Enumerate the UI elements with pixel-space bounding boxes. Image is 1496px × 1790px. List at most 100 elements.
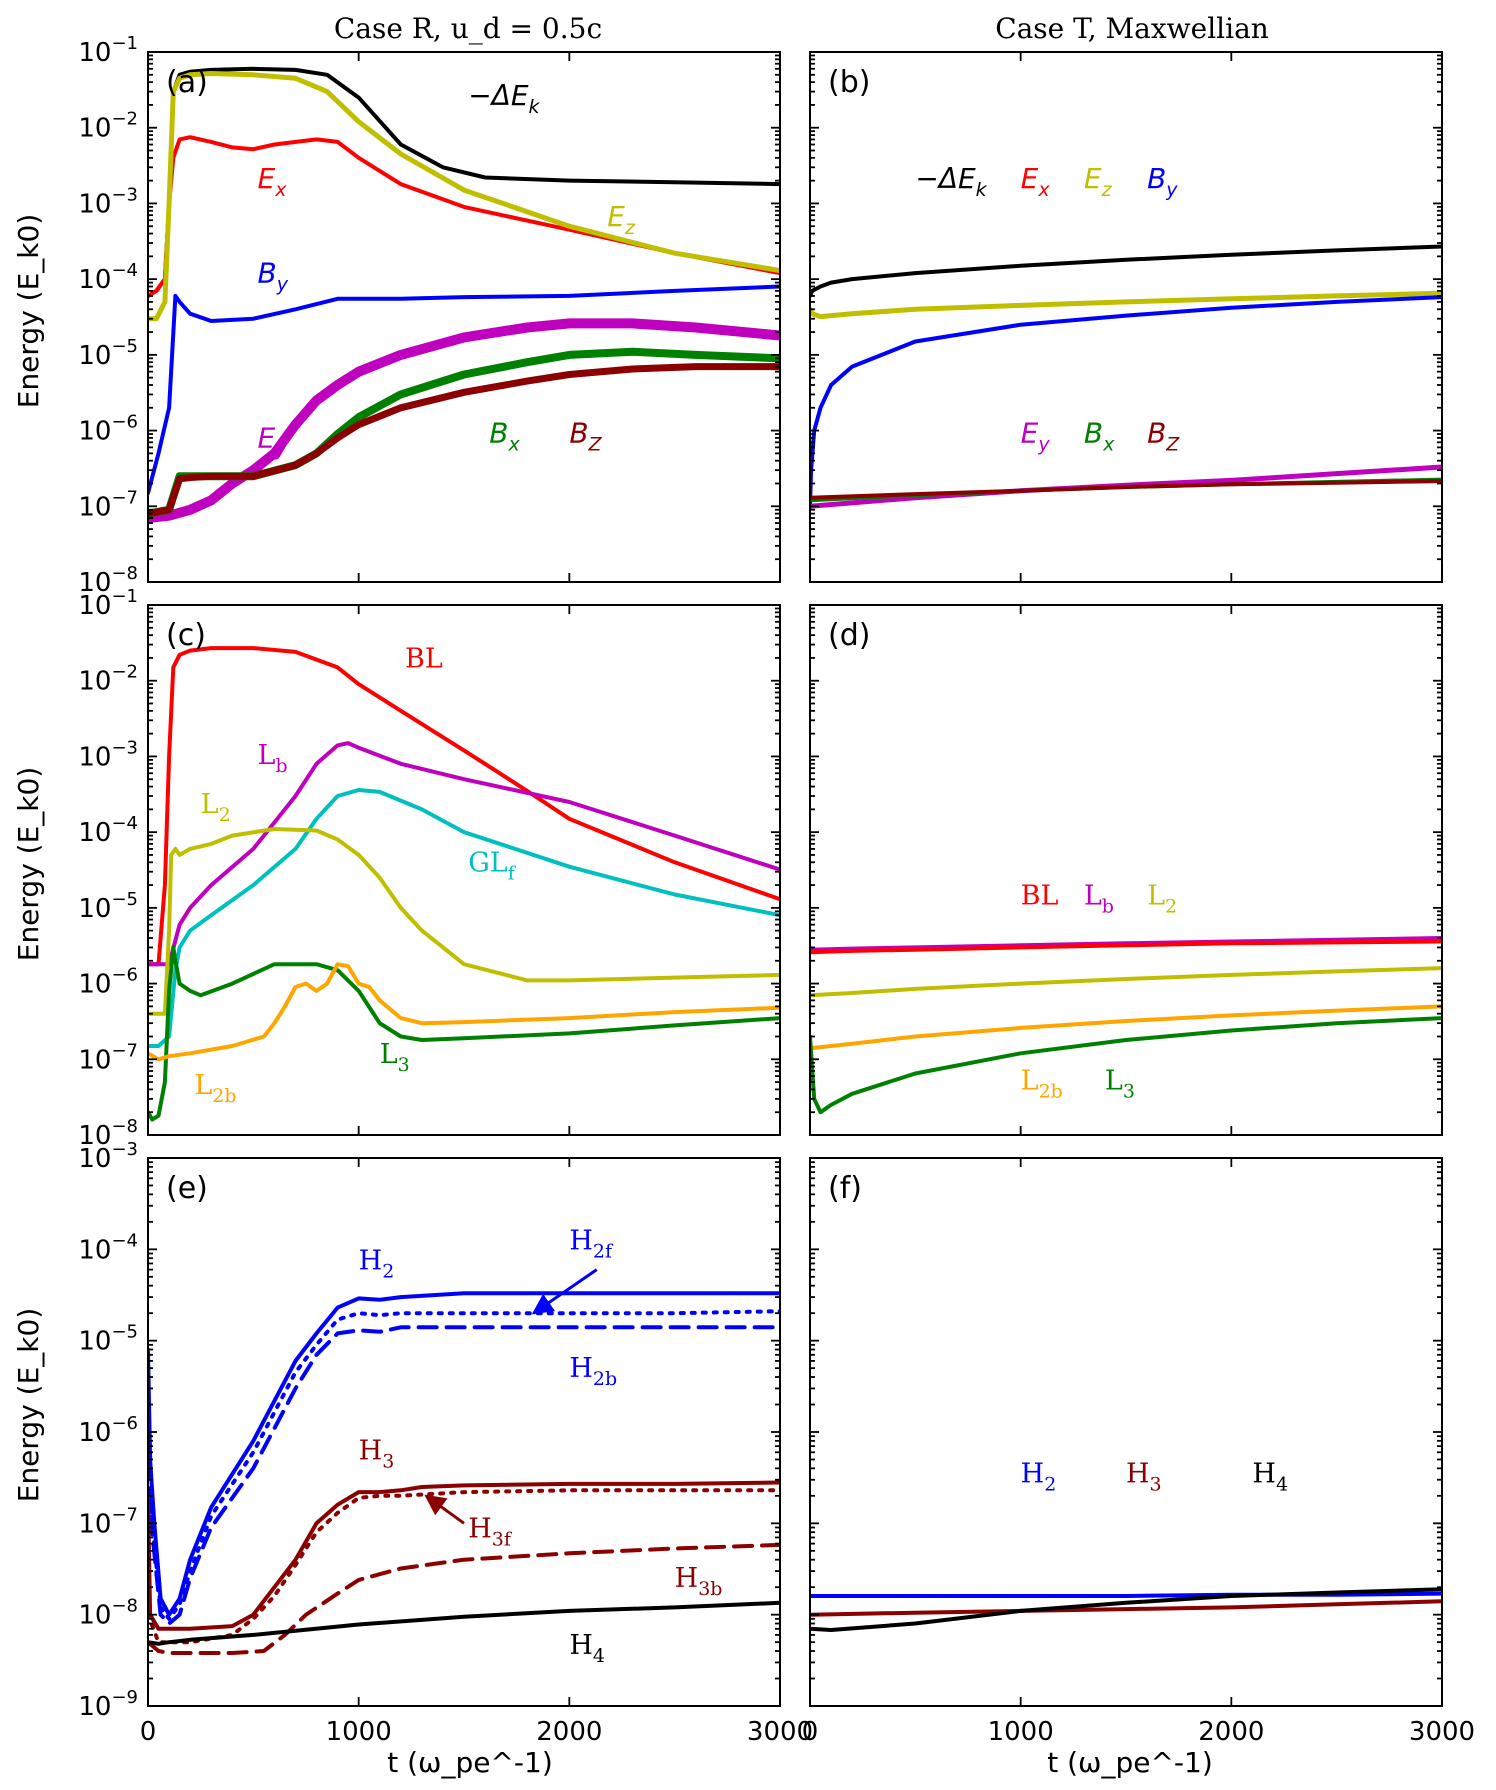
x-tick-label: 3000: [747, 1717, 813, 1747]
panel-f: 0 1000 2000 3000 (f) H2 H3 H4: [802, 1157, 1475, 1747]
series-d-l3: [810, 1016, 1442, 1115]
series-a-ey: [148, 318, 780, 523]
series-label: BL: [405, 643, 443, 674]
series-label: Bx: [1084, 416, 1115, 455]
series-e-h2f: [148, 1309, 780, 1621]
series-label: H2: [1021, 1458, 1057, 1495]
series-label: H2b: [569, 1353, 617, 1390]
series-label: H4: [1252, 1458, 1288, 1495]
panels: 10−8 10−7 10−6 10−5 10−4 10−3 10−2 10−1 (a) −ΔEk E…: [78, 33, 1475, 1747]
series-label: BL: [1021, 881, 1059, 912]
x-tick-label: 3000: [1409, 1717, 1475, 1747]
series-label: L2: [1147, 881, 1177, 918]
series-label: −ΔEk: [915, 162, 987, 201]
y-tick-label: 10−4: [78, 813, 138, 848]
panel-frame: [147, 1157, 781, 1707]
panel-frame: [809, 604, 1443, 1136]
series-e-h4: [148, 1600, 780, 1646]
series-label: L3: [380, 1039, 410, 1076]
y-tick-label: 10−2: [78, 109, 138, 144]
series-label: H3: [359, 1435, 395, 1472]
panel-frame: [809, 51, 1443, 583]
x-tick-label: 1000: [988, 1717, 1054, 1747]
y-axis-label-top: Energy (E_k0): [12, 214, 45, 409]
series-e-h3: [148, 1480, 780, 1631]
series-label: GLf: [468, 848, 517, 885]
series-c-l2: [148, 827, 780, 1016]
series-label: Ey: [258, 421, 288, 460]
series-label: Bx: [489, 416, 520, 455]
series-group: [148, 66, 780, 523]
series-label: By: [1147, 162, 1178, 201]
series-d-l2: [810, 966, 1442, 998]
panel-e: 10−9 10−8 10−7 10−6 10−5 10−4 10−3 0 1000 2000 300…: [78, 1139, 813, 1747]
series-label: Ez: [607, 200, 636, 239]
panel-label-b: (b): [828, 65, 870, 100]
series-label: L2b: [194, 1070, 236, 1107]
x-tick-label: 0: [140, 1717, 157, 1747]
y-tick-label: 10−4: [78, 1230, 138, 1265]
y-tick-label: 10−7: [78, 487, 138, 522]
series-a-ex: [148, 135, 780, 298]
series-label: −ΔEk: [468, 79, 540, 118]
x-axis-label-left: t (ω_pe^-1): [387, 1746, 553, 1779]
panel-label-d: (d): [828, 618, 870, 653]
y-tick-label: 10−3: [78, 1139, 138, 1174]
y-tick-label: 10−5: [78, 1322, 138, 1357]
series-a-ek: [148, 66, 780, 298]
series-label: Lb: [258, 740, 288, 777]
series-group: [810, 244, 1442, 509]
series-d-l2b: [810, 1004, 1442, 1051]
y-tick-label: 10−6: [78, 965, 138, 1000]
series-label: L2b: [1021, 1065, 1063, 1102]
series-label: Ex: [258, 162, 288, 201]
y-tick-label: 10−8: [78, 1596, 138, 1631]
series-label: Ex: [1021, 162, 1051, 201]
y-tick-label: 10−4: [78, 260, 138, 295]
series-label: Lb: [1084, 881, 1114, 918]
y-tick-label: 10−7: [78, 1040, 138, 1075]
panel-label-c: (c): [166, 618, 206, 653]
panel-b: (b) −ΔEk Ex Ez By Ey Bx BZ: [809, 51, 1443, 583]
y-tick-label: 10−5: [78, 889, 138, 924]
series-label: Ez: [1084, 162, 1113, 201]
y-tick-label: 10−6: [78, 1413, 138, 1448]
series-label: H2f: [569, 1225, 614, 1262]
y-tick-label: 10−8: [78, 1116, 138, 1151]
series-c-bl: [148, 646, 780, 967]
series-a-bx: [148, 347, 780, 518]
series-label: H3: [1126, 1458, 1162, 1495]
series-b-ek: [810, 244, 1442, 298]
series-label: L2: [201, 789, 231, 826]
y-tick-label: 10−2: [78, 662, 138, 697]
series-b-ez: [810, 290, 1442, 320]
panel-label-f: (f): [828, 1171, 862, 1206]
x-axis-label-right: t (ω_pe^-1): [1047, 1746, 1213, 1779]
series-group: [148, 1291, 780, 1655]
series-label: BZ: [1147, 416, 1180, 455]
series-d-bl: [810, 939, 1442, 955]
annotation-arrow: [531, 1268, 598, 1315]
series-d-lb: [810, 936, 1442, 952]
series-c-l3: [148, 945, 780, 1122]
y-tick-label: 10−8: [78, 563, 138, 598]
y-tick-label: 10−5: [78, 336, 138, 371]
series-b-bz: [810, 479, 1442, 500]
series-label: H2: [359, 1246, 395, 1283]
y-tick-label: 10−3: [78, 737, 138, 772]
col-title-left-text: Case R, u_d = 0.5c: [334, 12, 602, 45]
x-tick-label: 0: [802, 1717, 819, 1747]
series-c-lb: [148, 741, 780, 967]
ylabel-c: Energy (E_k0): [12, 767, 45, 962]
y-axis-label-bottom: Energy (E_k0): [12, 1308, 45, 1503]
panel-c: 10−8 10−7 10−6 10−5 10−4 10−3 10−2 10−1 (c) BL Lb L…: [78, 586, 781, 1151]
series-label: H3b: [675, 1563, 723, 1600]
x-tick-label: 2000: [536, 1717, 602, 1747]
panel-frame: [147, 51, 781, 583]
annotation-arrow: [424, 1494, 465, 1525]
x-tick-label: 1000: [326, 1717, 392, 1747]
y-tick-label: 10−3: [78, 184, 138, 219]
series-label: L3: [1105, 1065, 1135, 1102]
ylabel-e: Energy (E_k0): [12, 1308, 45, 1503]
